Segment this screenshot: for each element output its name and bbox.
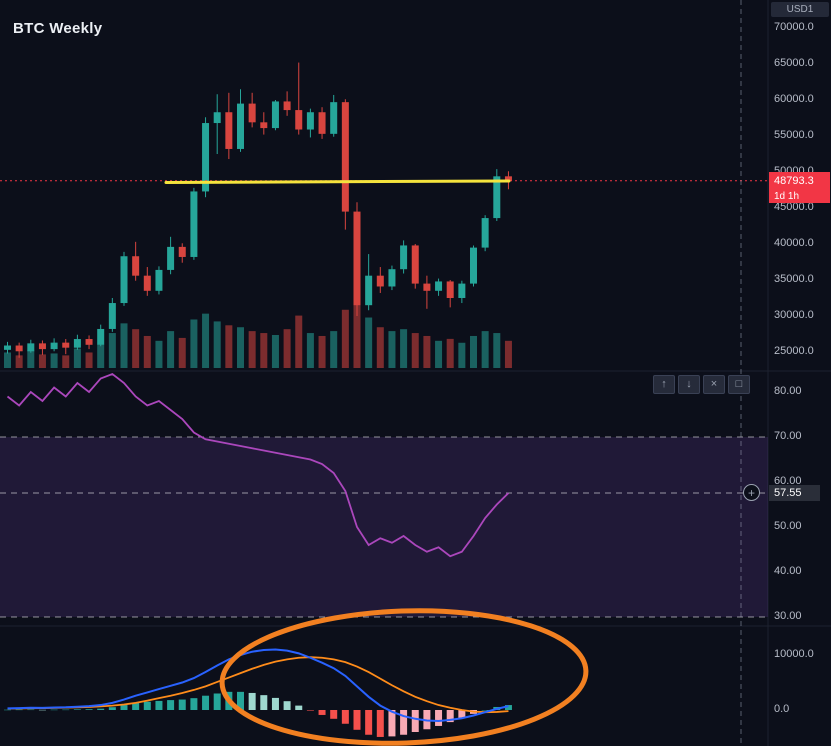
price-axis-label: 40000.0 (774, 237, 814, 249)
rsi-pane-toolbar: ↑ ↓ × □ (653, 375, 750, 394)
highlight-ellipse-annotation[interactable] (219, 605, 589, 746)
price-axis-label: 60000.0 (774, 93, 814, 105)
horizontal-trendline[interactable] (164, 179, 511, 184)
price-axis[interactable]: 70000.0 65000.0 60000.0 55000.0 50000.0 … (768, 0, 831, 746)
price-axis-label: 25000.0 (774, 345, 814, 357)
price-axis-label: 70000.0 (774, 21, 814, 33)
price-axis-label: 65000.0 (774, 57, 814, 69)
price-axis-label: 30000.0 (774, 309, 814, 321)
price-axis-label: 35000.0 (774, 273, 814, 285)
pane-move-up-button[interactable]: ↑ (653, 375, 675, 394)
bar-countdown-label: 1d 1h (769, 189, 830, 203)
rsi-axis-label: 30.00 (774, 610, 802, 622)
pane-maximize-button[interactable]: □ (728, 375, 750, 394)
rsi-axis-label: 50.00 (774, 520, 802, 532)
pane-move-down-button[interactable]: ↓ (678, 375, 700, 394)
symbol-title[interactable]: BTC Weekly (13, 20, 103, 37)
macd-axis-label: 0.0 (774, 703, 790, 715)
macd-axis-label: 10000.0 (774, 648, 814, 660)
currency-button[interactable]: USD1 (771, 2, 829, 17)
current-price-label: 48793.3 (769, 172, 830, 189)
rsi-axis-label: 60.00 (774, 475, 802, 487)
rsi-current-value-label: 57.55 (769, 485, 820, 501)
add-alert-plus-icon[interactable]: + (743, 484, 760, 501)
pane-close-button[interactable]: × (703, 375, 725, 394)
price-axis-label: 55000.0 (774, 129, 814, 141)
rsi-axis-label: 80.00 (774, 385, 802, 397)
rsi-axis-label: 40.00 (774, 565, 802, 577)
rsi-axis-label: 70.00 (774, 430, 802, 442)
price-axis-label: 45000.0 (774, 201, 814, 213)
